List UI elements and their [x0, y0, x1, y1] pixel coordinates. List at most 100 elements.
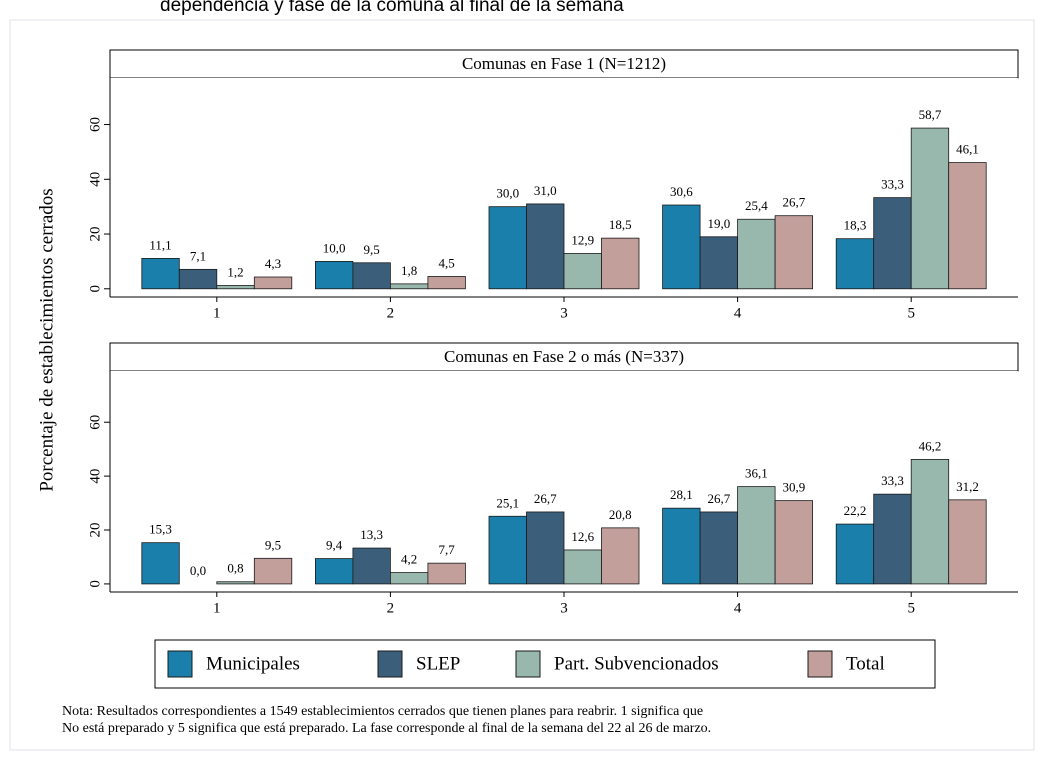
- value-label: 15,3: [149, 522, 172, 537]
- y-tick-label: 40: [87, 469, 103, 484]
- note: No está preparado y 5 significa que está…: [62, 721, 711, 736]
- y-tick-label: 60: [87, 415, 103, 430]
- value-label: 9,4: [326, 538, 343, 553]
- value-label: 26,7: [782, 195, 805, 210]
- x-tick-label: 2: [387, 305, 395, 321]
- value-label: 58,7: [919, 107, 942, 122]
- bar: [389, 283, 429, 290]
- value-label: 33,3: [881, 177, 904, 192]
- bar: [314, 558, 354, 585]
- bar: [601, 527, 640, 585]
- value-label: 26,7: [707, 491, 730, 506]
- value-label: 12,6: [571, 529, 594, 544]
- bar: [662, 507, 701, 585]
- value-label: 28,1: [670, 487, 693, 502]
- note: Nota: Resultados correspondientes a 1549…: [62, 704, 703, 719]
- panel-header: [109, 49, 1019, 79]
- bar: [563, 253, 602, 290]
- value-label: 46,2: [919, 438, 942, 453]
- x-tick-label: 5: [907, 305, 915, 321]
- value-label: 12,9: [571, 232, 594, 247]
- value-label: 20,8: [609, 507, 632, 522]
- value-label: 46,1: [956, 142, 979, 157]
- value-label: 22,2: [844, 503, 867, 518]
- bar: [910, 458, 950, 585]
- value-label: 0,0: [190, 563, 206, 578]
- value-label: 4,2: [401, 552, 417, 567]
- value-label: 25,4: [745, 198, 768, 213]
- value-label: 26,7: [534, 491, 557, 506]
- value-label: 4,3: [265, 256, 281, 271]
- bar: [699, 511, 738, 585]
- y-tick-label: 60: [87, 117, 103, 132]
- bar: [389, 572, 429, 585]
- bar: [774, 215, 813, 290]
- bar: [835, 238, 875, 290]
- value-label: 9,5: [265, 537, 281, 552]
- bar: [253, 276, 293, 290]
- value-label: 31,2: [956, 479, 979, 494]
- legend: [154, 639, 936, 689]
- legend-label: SLEP: [416, 653, 460, 674]
- bar: [352, 262, 391, 290]
- x-tick-label: 1: [213, 305, 221, 321]
- legend-swatch: [515, 650, 541, 678]
- bar: [488, 515, 527, 585]
- bar: [488, 206, 527, 290]
- bar: [948, 499, 987, 585]
- x-tick-label: 5: [907, 600, 915, 616]
- value-label: 30,9: [782, 480, 805, 495]
- y-tick-label: 20: [87, 227, 103, 242]
- bar: [835, 523, 875, 585]
- bar: [873, 493, 912, 585]
- legend-swatch: [167, 650, 193, 678]
- y-axis-label: Porcentaje de establecimientos cerrados: [36, 188, 57, 491]
- value-label: 10,0: [323, 240, 346, 255]
- legend-swatch: [377, 650, 403, 678]
- value-label: 7,1: [190, 248, 206, 263]
- bar: [873, 197, 912, 290]
- value-label: 18,3: [844, 218, 867, 233]
- chart-title: dependencia y fase de la comuna al final…: [160, 0, 624, 16]
- value-label: 9,5: [364, 242, 380, 257]
- bar: [141, 542, 180, 585]
- x-tick-label: 4: [734, 600, 742, 616]
- bar: [314, 261, 354, 290]
- legend-label: Part. Subvencionados: [554, 653, 719, 674]
- value-label: 31,0: [534, 183, 557, 198]
- value-label: 4,5: [439, 255, 455, 270]
- bar: [910, 127, 950, 290]
- bar: [216, 285, 255, 290]
- bar: [737, 218, 776, 290]
- bar: [699, 236, 738, 290]
- value-label: 7,7: [439, 542, 456, 557]
- value-label: 33,3: [881, 473, 904, 488]
- panel-title: Comunas en Fase 1 (N=1212): [462, 54, 666, 73]
- bar: [427, 276, 466, 290]
- bar: [563, 549, 602, 585]
- panel-title: Comunas en Fase 2 o más (N=337): [444, 347, 684, 366]
- bar: [178, 268, 218, 290]
- value-label: 1,8: [401, 263, 417, 278]
- value-label: 30,6: [670, 184, 693, 199]
- legend-label: Total: [846, 653, 885, 674]
- y-tick-label: 0: [87, 580, 103, 588]
- bar: [601, 237, 640, 290]
- x-tick-label: 3: [560, 305, 568, 321]
- value-label: 1,2: [227, 264, 243, 279]
- value-label: 36,1: [745, 466, 768, 481]
- legend-swatch: [807, 650, 833, 678]
- bar: [427, 562, 466, 585]
- y-tick-label: 0: [87, 285, 103, 293]
- bar: [253, 557, 293, 585]
- panel-header: [109, 342, 1019, 372]
- bar: [526, 203, 565, 290]
- x-tick-label: 2: [387, 600, 395, 616]
- bar: [352, 547, 391, 585]
- bar: [774, 500, 813, 585]
- value-label: 30,0: [496, 186, 519, 201]
- bar: [662, 204, 701, 290]
- y-tick-label: 20: [87, 523, 103, 538]
- y-tick-label: 40: [87, 172, 103, 187]
